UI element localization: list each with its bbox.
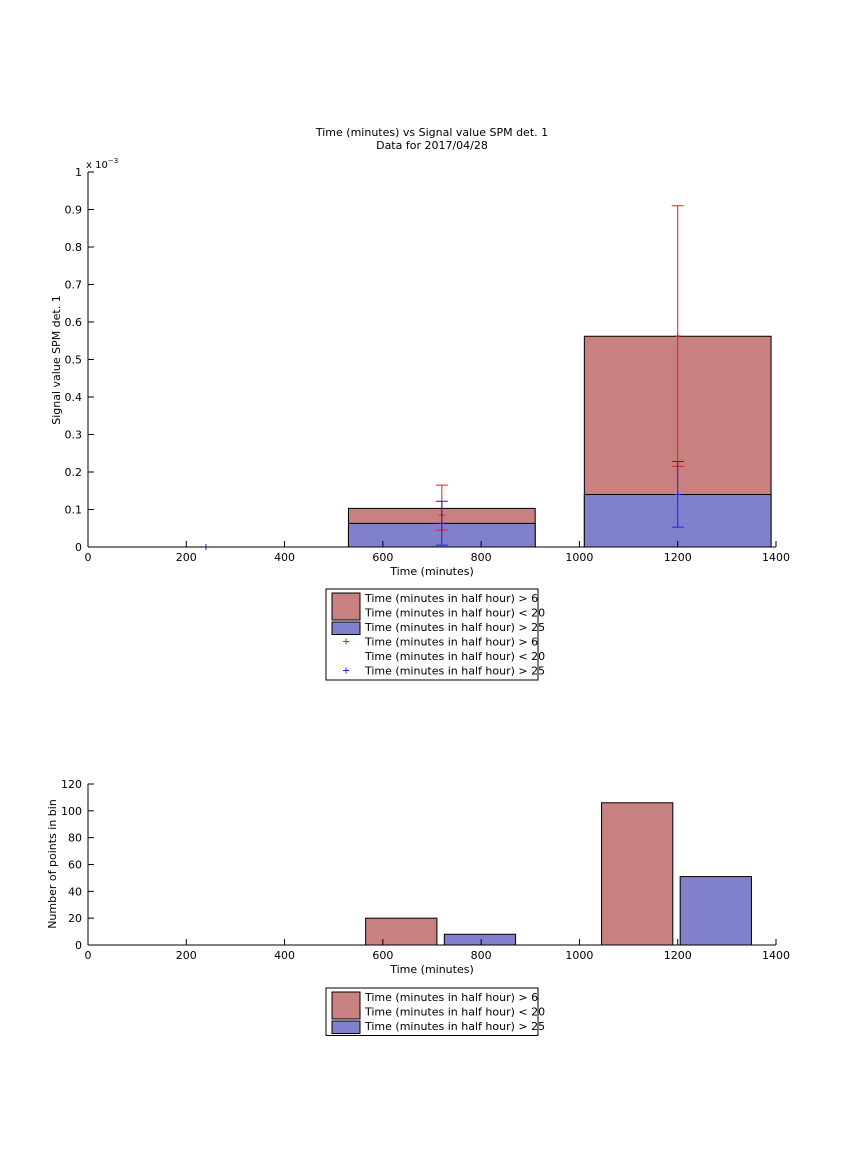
legend-label: Time (minutes in half hour) > 25 xyxy=(364,621,545,634)
x-axis-label: Time (minutes) xyxy=(389,963,474,976)
x-tick-label: 800 xyxy=(471,551,492,564)
y-tick-label: 0 xyxy=(75,541,82,554)
chart-title: Time (minutes) vs Signal value SPM det. … xyxy=(315,126,548,139)
axes: 0 200 400 600 800 1000 1200 1400 0 0.1 0.2 0.3 0.4 0.… xyxy=(65,166,791,564)
y-tick-label: 0.3 xyxy=(65,429,83,442)
bars xyxy=(365,802,752,946)
x-tick-label: 400 xyxy=(274,551,295,564)
legend-swatch xyxy=(331,991,361,1020)
y-tick-label: 0.5 xyxy=(65,354,83,367)
y-tick-label: 1 xyxy=(75,166,82,179)
axes: 0 200 400 600 800 1000 1200 1400 0 20 40 60 80 100 120 xyxy=(61,778,790,962)
legend-box xyxy=(325,987,539,1036)
bar xyxy=(601,802,674,946)
legend-entry: Time (minutes in half hour) > 6 Time (min… xyxy=(331,991,545,1020)
x-tick-label: 1400 xyxy=(762,551,790,564)
legend-swatch xyxy=(331,1020,361,1034)
legend-label: Time (minutes in half hour) < 20 xyxy=(364,650,545,663)
legend: Time (minutes in half hour) > 6 Time (min… xyxy=(325,987,545,1036)
legend-label: Time (minutes in half hour) < 20 xyxy=(364,1006,545,1019)
y-axis-label: Number of points in bin xyxy=(46,799,59,929)
legend-label: Time (minutes in half hour) > 6 xyxy=(364,991,538,1004)
error-bars xyxy=(199,205,684,550)
bar xyxy=(443,933,517,946)
x-tick-label: 1400 xyxy=(762,949,790,962)
chart-subtitle: Data for 2017/04/28 xyxy=(376,139,488,152)
x-tick-label: 1200 xyxy=(664,949,692,962)
bar xyxy=(679,876,752,946)
y-tick-label: 0.2 xyxy=(65,466,83,479)
x-tick-label: 1200 xyxy=(664,551,692,564)
y-tick-label: 40 xyxy=(68,885,82,898)
x-tick-label: 0 xyxy=(85,949,92,962)
y-tick-label: 0.8 xyxy=(65,241,83,254)
x-tick-label: 200 xyxy=(176,551,197,564)
x-tick-label: 1000 xyxy=(565,949,593,962)
y-tick-label: 0.6 xyxy=(65,316,83,329)
error-bar xyxy=(671,461,684,528)
legend-entry: Time (minutes in half hour) > 6 Time (min… xyxy=(331,592,545,621)
y-axis-label: Signal value SPM det. 1 xyxy=(50,295,63,425)
x-tick-label: 600 xyxy=(372,949,393,962)
count-chart: 0 200 400 600 800 1000 1200 1400 0 20 40 60 80 100 120… xyxy=(46,778,790,1036)
bars xyxy=(347,335,772,548)
legend-label: Time (minutes in half hour) > 6 xyxy=(364,592,538,605)
x-tick-label: 600 xyxy=(372,551,393,564)
x-tick-label: 1000 xyxy=(565,551,593,564)
bar xyxy=(365,917,438,946)
legend-label: Time (minutes in half hour) > 25 xyxy=(364,1020,545,1033)
error-bar xyxy=(435,500,448,546)
legend-box xyxy=(325,588,539,681)
y-tick-label: 20 xyxy=(68,912,82,925)
signal-chart: Time (minutes) vs Signal value SPM det. … xyxy=(50,126,791,681)
y-tick-label: 100 xyxy=(61,805,82,818)
y-tick-label: 120 xyxy=(61,778,82,791)
y-tick-label: 0.7 xyxy=(65,279,83,292)
x-tick-label: 800 xyxy=(471,949,492,962)
y-tick-label: 0.9 xyxy=(65,204,83,217)
legend-swatch xyxy=(331,621,361,635)
y-multiplier-label: x 10−3 xyxy=(86,157,118,171)
legend-label: Time (minutes in half hour) < 20 xyxy=(364,607,545,620)
legend-label: Time (minutes in half hour) > 6 xyxy=(364,636,538,649)
legend-entry: Time (minutes in half hour) > 25 xyxy=(343,665,545,678)
legend-label: Time (minutes in half hour) > 25 xyxy=(364,665,545,678)
legend-entry: Time (minutes in half hour) > 25 xyxy=(331,621,545,635)
y-tick-label: 0 xyxy=(75,939,82,952)
legend-entry: Time (minutes in half hour) > 25 xyxy=(331,1020,545,1034)
y-tick-label: 60 xyxy=(68,859,82,872)
x-axis-label: Time (minutes) xyxy=(389,565,474,578)
legend-swatch xyxy=(331,592,361,621)
y-tick-label: 0.1 xyxy=(65,504,83,517)
x-tick-label: 0 xyxy=(85,551,92,564)
y-multiplier-exponent: −3 xyxy=(108,157,118,165)
x-tick-label: 400 xyxy=(274,949,295,962)
y-tick-label: 0.4 xyxy=(65,391,83,404)
y-tick-label: 80 xyxy=(68,832,82,845)
x-tick-label: 200 xyxy=(176,949,197,962)
